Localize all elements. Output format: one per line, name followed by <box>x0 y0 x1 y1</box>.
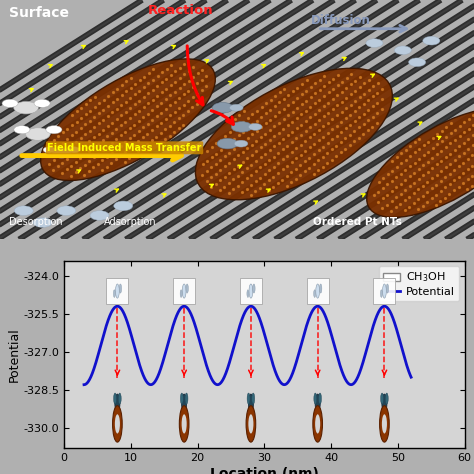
Circle shape <box>315 414 320 434</box>
Text: Field Induced Mass Transfer: Field Induced Mass Transfer <box>47 143 202 153</box>
Circle shape <box>248 414 254 434</box>
Circle shape <box>250 406 252 416</box>
Text: Desorption: Desorption <box>9 217 63 227</box>
Circle shape <box>115 394 120 413</box>
Circle shape <box>212 102 233 113</box>
Circle shape <box>382 414 387 434</box>
Circle shape <box>113 290 115 297</box>
Text: Reaction: Reaction <box>147 4 213 18</box>
Circle shape <box>229 104 243 111</box>
Circle shape <box>247 393 250 404</box>
Circle shape <box>381 290 383 297</box>
Circle shape <box>394 46 411 55</box>
Circle shape <box>386 284 389 293</box>
Ellipse shape <box>41 59 215 181</box>
Y-axis label: Potential: Potential <box>8 327 20 382</box>
Circle shape <box>114 201 133 210</box>
Circle shape <box>319 284 322 293</box>
Circle shape <box>2 100 18 108</box>
Text: Adsorption: Adsorption <box>104 217 157 227</box>
Circle shape <box>182 394 187 413</box>
Circle shape <box>57 206 76 215</box>
Circle shape <box>423 36 440 45</box>
Circle shape <box>380 406 389 442</box>
Circle shape <box>231 122 252 132</box>
Legend: CH$_3$OH, Potential: CH$_3$OH, Potential <box>379 266 459 301</box>
Circle shape <box>366 39 383 47</box>
Circle shape <box>234 140 248 147</box>
Circle shape <box>314 393 317 404</box>
Ellipse shape <box>367 108 474 218</box>
Text: Ordered Pt NTs: Ordered Pt NTs <box>313 217 402 227</box>
Circle shape <box>182 414 187 434</box>
Circle shape <box>385 393 388 404</box>
Circle shape <box>253 284 255 293</box>
Circle shape <box>90 210 109 220</box>
Circle shape <box>179 406 189 442</box>
Circle shape <box>182 284 186 298</box>
Circle shape <box>114 393 117 404</box>
Text: Surface: Surface <box>9 6 70 20</box>
Circle shape <box>46 126 62 134</box>
Circle shape <box>246 406 255 442</box>
Circle shape <box>180 290 182 297</box>
Circle shape <box>315 394 320 413</box>
Circle shape <box>248 123 262 130</box>
Ellipse shape <box>195 68 392 200</box>
Circle shape <box>43 147 55 153</box>
FancyBboxPatch shape <box>307 278 328 304</box>
X-axis label: Location (nm): Location (nm) <box>210 467 319 474</box>
Circle shape <box>316 284 319 298</box>
FancyBboxPatch shape <box>374 278 395 304</box>
Circle shape <box>186 284 188 293</box>
Circle shape <box>118 393 121 404</box>
Circle shape <box>183 406 185 416</box>
FancyBboxPatch shape <box>106 278 128 304</box>
Circle shape <box>119 284 122 293</box>
Circle shape <box>249 284 253 298</box>
Circle shape <box>180 393 183 404</box>
Circle shape <box>248 394 254 413</box>
Circle shape <box>381 393 383 404</box>
Circle shape <box>313 406 322 442</box>
FancyBboxPatch shape <box>173 278 195 304</box>
Circle shape <box>115 414 120 434</box>
Circle shape <box>26 128 50 140</box>
Circle shape <box>185 393 188 404</box>
Circle shape <box>52 148 71 158</box>
Circle shape <box>382 394 387 413</box>
Circle shape <box>116 406 118 416</box>
Text: Diffusion: Diffusion <box>311 14 371 27</box>
Circle shape <box>14 101 38 114</box>
Circle shape <box>34 100 50 108</box>
Circle shape <box>252 393 255 404</box>
Circle shape <box>116 284 119 298</box>
Circle shape <box>409 58 426 66</box>
Circle shape <box>14 126 30 134</box>
Circle shape <box>113 406 122 442</box>
Circle shape <box>314 290 316 297</box>
Circle shape <box>14 206 33 215</box>
FancyBboxPatch shape <box>240 278 262 304</box>
Circle shape <box>33 218 52 228</box>
Circle shape <box>68 147 80 153</box>
Circle shape <box>383 284 386 298</box>
Circle shape <box>319 393 321 404</box>
Circle shape <box>316 406 319 416</box>
Circle shape <box>383 406 386 416</box>
Circle shape <box>247 290 249 297</box>
Circle shape <box>217 138 238 149</box>
